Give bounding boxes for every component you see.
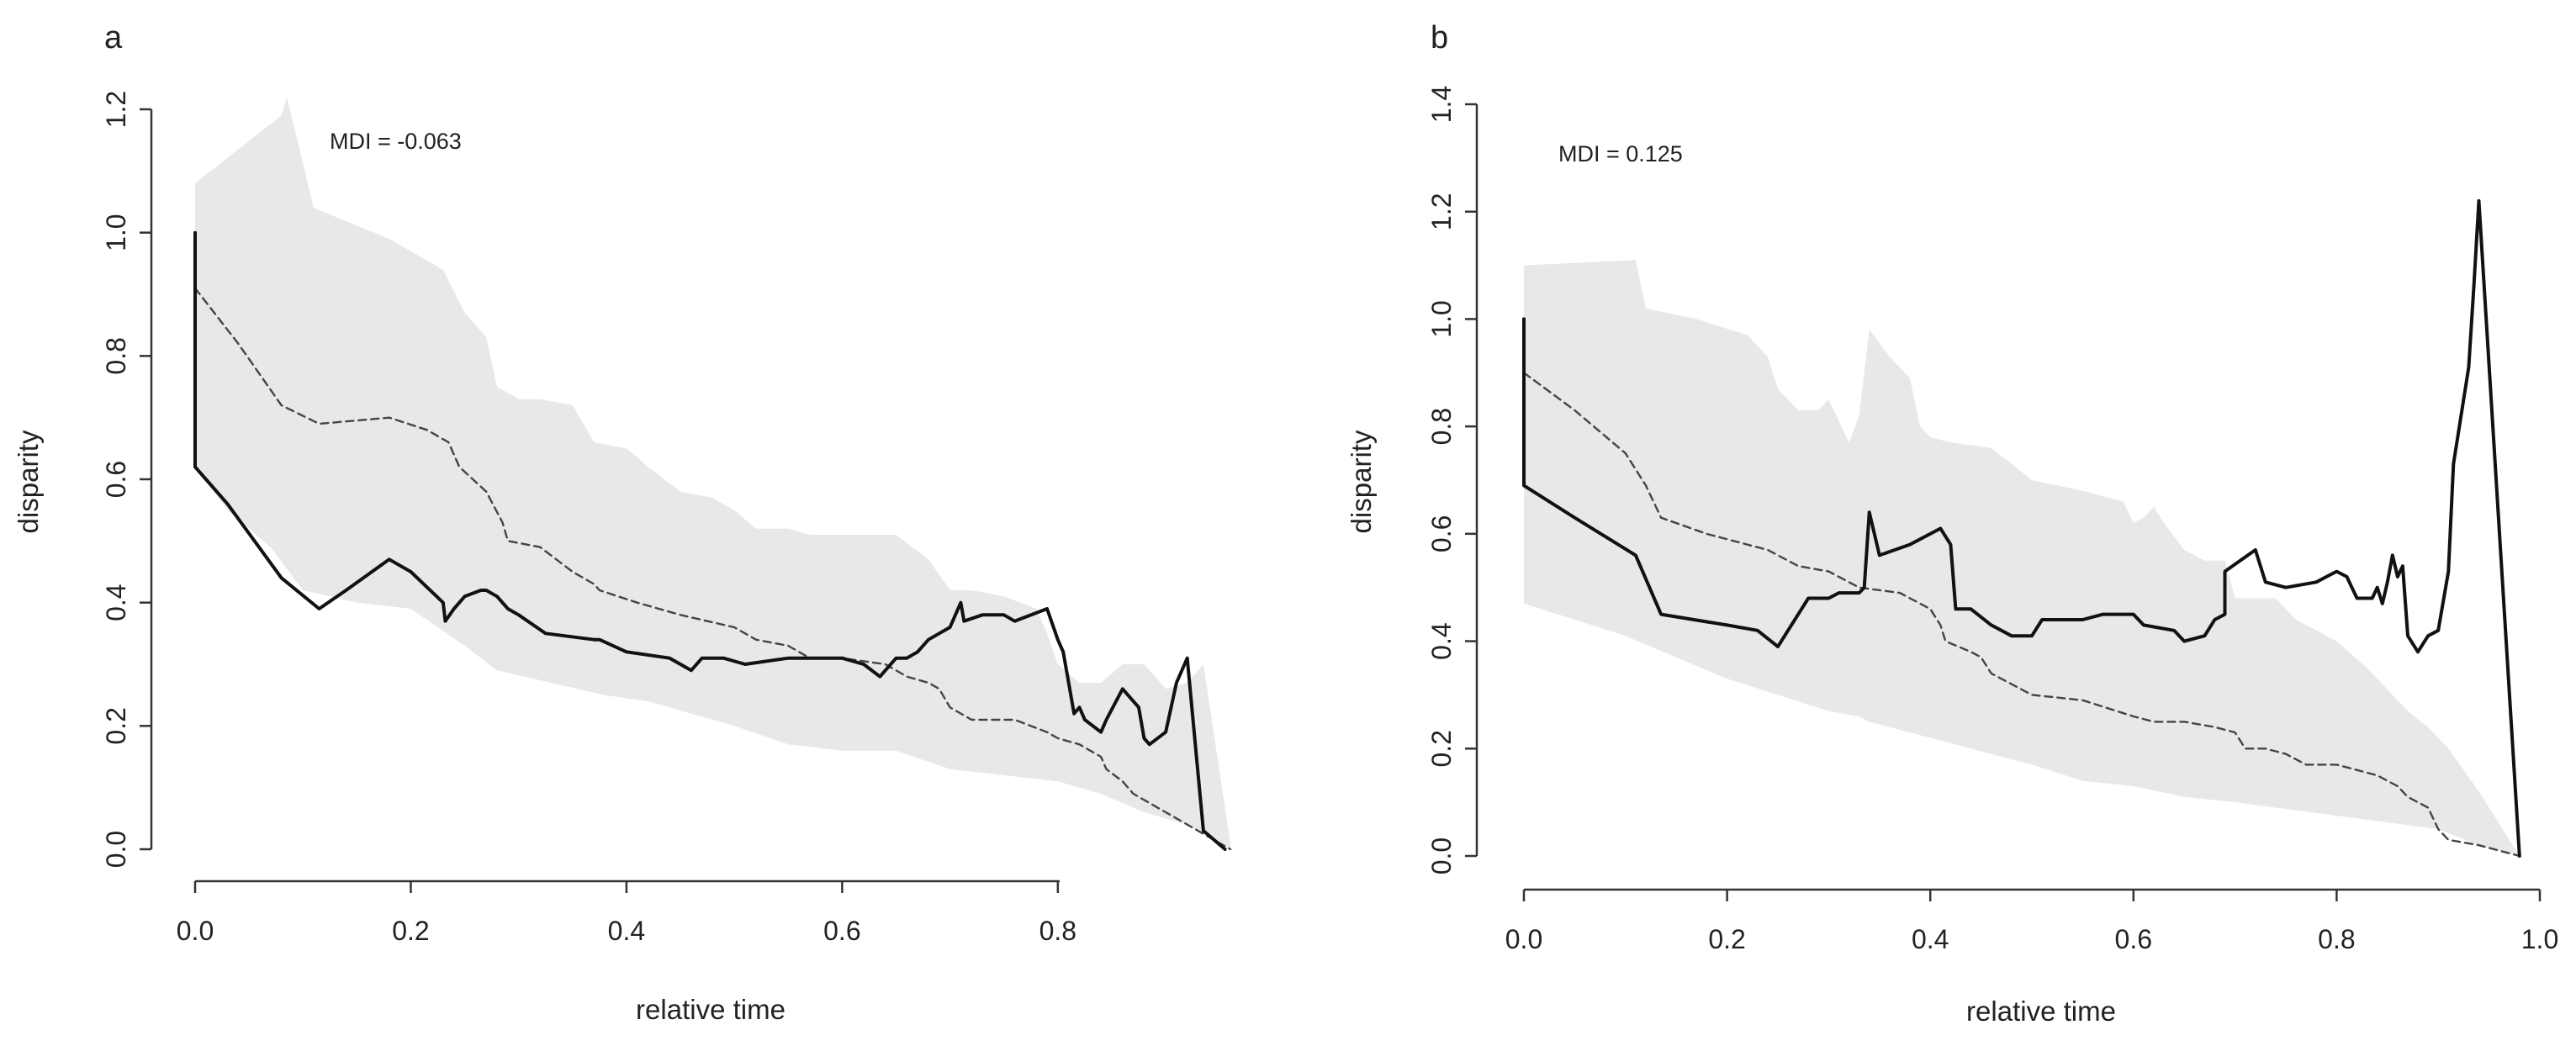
series-line-observed-b <box>1522 198 2521 858</box>
y-tick-label-b: 1.2 <box>1426 193 1457 230</box>
y-tick-label-b: 1.4 <box>1426 86 1457 123</box>
x-axis-title-b: relative time <box>1966 996 2116 1027</box>
x-axis-title-a: relative time <box>636 994 785 1025</box>
y-axis-b: 0.0 0.2 0.4 0.6 0.8 1.0 1.2 1.4 <box>1426 86 1478 874</box>
mdi-annotation-b: MDI = 0.125 <box>1558 141 1683 166</box>
x-tick-label-a: 0.2 <box>392 916 429 946</box>
x-tick-label-a: 0.6 <box>823 916 860 946</box>
y-tick-label-a: 1.0 <box>101 214 131 251</box>
x-tick-label-b: 0.8 <box>2318 924 2355 954</box>
y-tick-label-b: 0.2 <box>1426 730 1457 767</box>
band-null-envelope-a <box>195 97 1230 850</box>
y-tick-label-a: 0.6 <box>101 461 131 498</box>
y-axis-a: 0.0 0.2 0.4 0.6 0.8 1.0 1.2 <box>101 91 153 868</box>
x-tick-label-a: 0.0 <box>177 916 214 946</box>
y-axis-title-b: disparity <box>1346 430 1377 533</box>
chart-panel-a: a MDI = -0.063 relative time disparity 0… <box>13 20 1232 1025</box>
series-line-observed-a <box>193 230 1227 851</box>
y-tick-label-a: 0.8 <box>101 337 131 374</box>
x-tick-label-b: 0.2 <box>1708 924 1745 954</box>
y-tick-label-b: 0.8 <box>1426 408 1457 445</box>
chart-panel-b: b MDI = 0.125 relative time disparity 0.… <box>1346 20 2558 1027</box>
y-axis-title-a: disparity <box>13 430 44 533</box>
y-tick-label-b: 0.6 <box>1426 515 1457 552</box>
mdi-annotation-a: MDI = -0.063 <box>330 129 462 154</box>
series-line-null-median-b <box>1522 372 2521 858</box>
x-tick-label-b: 1.0 <box>2521 924 2558 954</box>
x-axis-b: 0.0 0.2 0.4 0.6 0.8 1.0 <box>1505 888 2558 954</box>
y-tick-label-b: 1.0 <box>1426 300 1457 337</box>
y-tick-label-b: 0.0 <box>1426 837 1457 874</box>
y-tick-label-a: 0.4 <box>101 584 131 621</box>
band-null-envelope-b <box>1524 260 2520 856</box>
x-tick-label-b: 0.4 <box>1912 924 1949 954</box>
x-tick-label-a: 0.8 <box>1039 916 1076 946</box>
x-tick-label-b: 0.6 <box>2115 924 2152 954</box>
panel-label-a: a <box>104 20 123 55</box>
x-tick-label-b: 0.0 <box>1505 924 1542 954</box>
y-tick-label-a: 1.2 <box>101 91 131 128</box>
y-tick-label-b: 0.4 <box>1426 622 1457 659</box>
y-tick-label-a: 0.2 <box>101 707 131 744</box>
x-tick-label-a: 0.4 <box>608 916 645 946</box>
plot-area-b <box>1522 198 2521 858</box>
plot-area-a <box>193 97 1232 851</box>
x-axis-a: 0.0 0.2 0.4 0.6 0.8 <box>177 880 1076 946</box>
y-tick-label-a: 0.0 <box>101 831 131 868</box>
panel-label-b: b <box>1431 20 1448 55</box>
